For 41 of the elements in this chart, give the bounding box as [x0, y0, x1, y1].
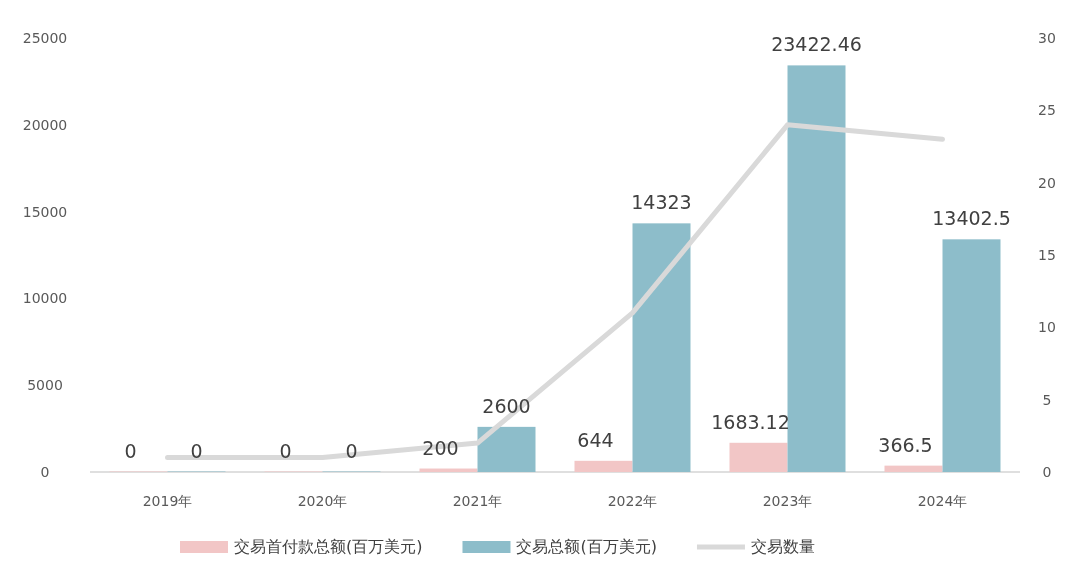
bar — [942, 239, 1001, 472]
y-tick-label: 25000 — [22, 30, 68, 46]
x-tick-label: 2021年 — [452, 493, 503, 509]
y2-tick-label: 0 — [1042, 464, 1052, 480]
bar — [884, 465, 943, 472]
data-label: 0 — [345, 440, 358, 462]
legend-label: 交易数量 — [750, 537, 815, 556]
y-tick-label: 0 — [40, 464, 50, 480]
data-label: 366.5 — [878, 433, 933, 456]
data-label: 23422.46 — [771, 33, 862, 56]
data-label: 2600 — [482, 394, 531, 417]
y2-tick-label: 5 — [1042, 391, 1052, 408]
data-label: 14323 — [631, 191, 692, 214]
legend-label: 交易总额(百万美元) — [516, 537, 657, 556]
data-label: 644 — [577, 428, 614, 451]
x-tick-label: 2023年 — [762, 493, 813, 509]
x-tick-label: 2024年 — [917, 493, 968, 509]
x-tick-label: 2022年 — [607, 493, 658, 509]
y2-tick-label: 25 — [1038, 102, 1056, 119]
data-label: 0 — [124, 440, 137, 462]
x-tick-label: 2020年 — [297, 493, 348, 509]
bar — [574, 460, 633, 472]
data-label: 200 — [422, 436, 459, 459]
data-label: 1683.12 — [711, 410, 790, 433]
y-tick-label: 10000 — [22, 290, 68, 307]
bar — [477, 426, 536, 472]
data-label: 0 — [190, 440, 203, 462]
y2-tick-label: 15 — [1038, 247, 1056, 263]
legend-label: 交易首付款总额(百万美元) — [234, 537, 423, 556]
y-tick-label: 15000 — [22, 203, 68, 220]
bar — [787, 65, 846, 472]
y2-tick-label: 20 — [1038, 174, 1056, 191]
y-tick-label: 20000 — [22, 116, 68, 133]
bar — [632, 223, 691, 472]
data-label: 0 — [279, 440, 292, 462]
data-label: 13402.5 — [932, 207, 1011, 230]
y2-tick-label: 30 — [1038, 30, 1056, 46]
bar — [729, 442, 788, 472]
y-tick-label: 5000 — [27, 377, 63, 394]
y2-tick-label: 10 — [1038, 319, 1056, 336]
x-tick-label: 2019年 — [142, 493, 193, 509]
